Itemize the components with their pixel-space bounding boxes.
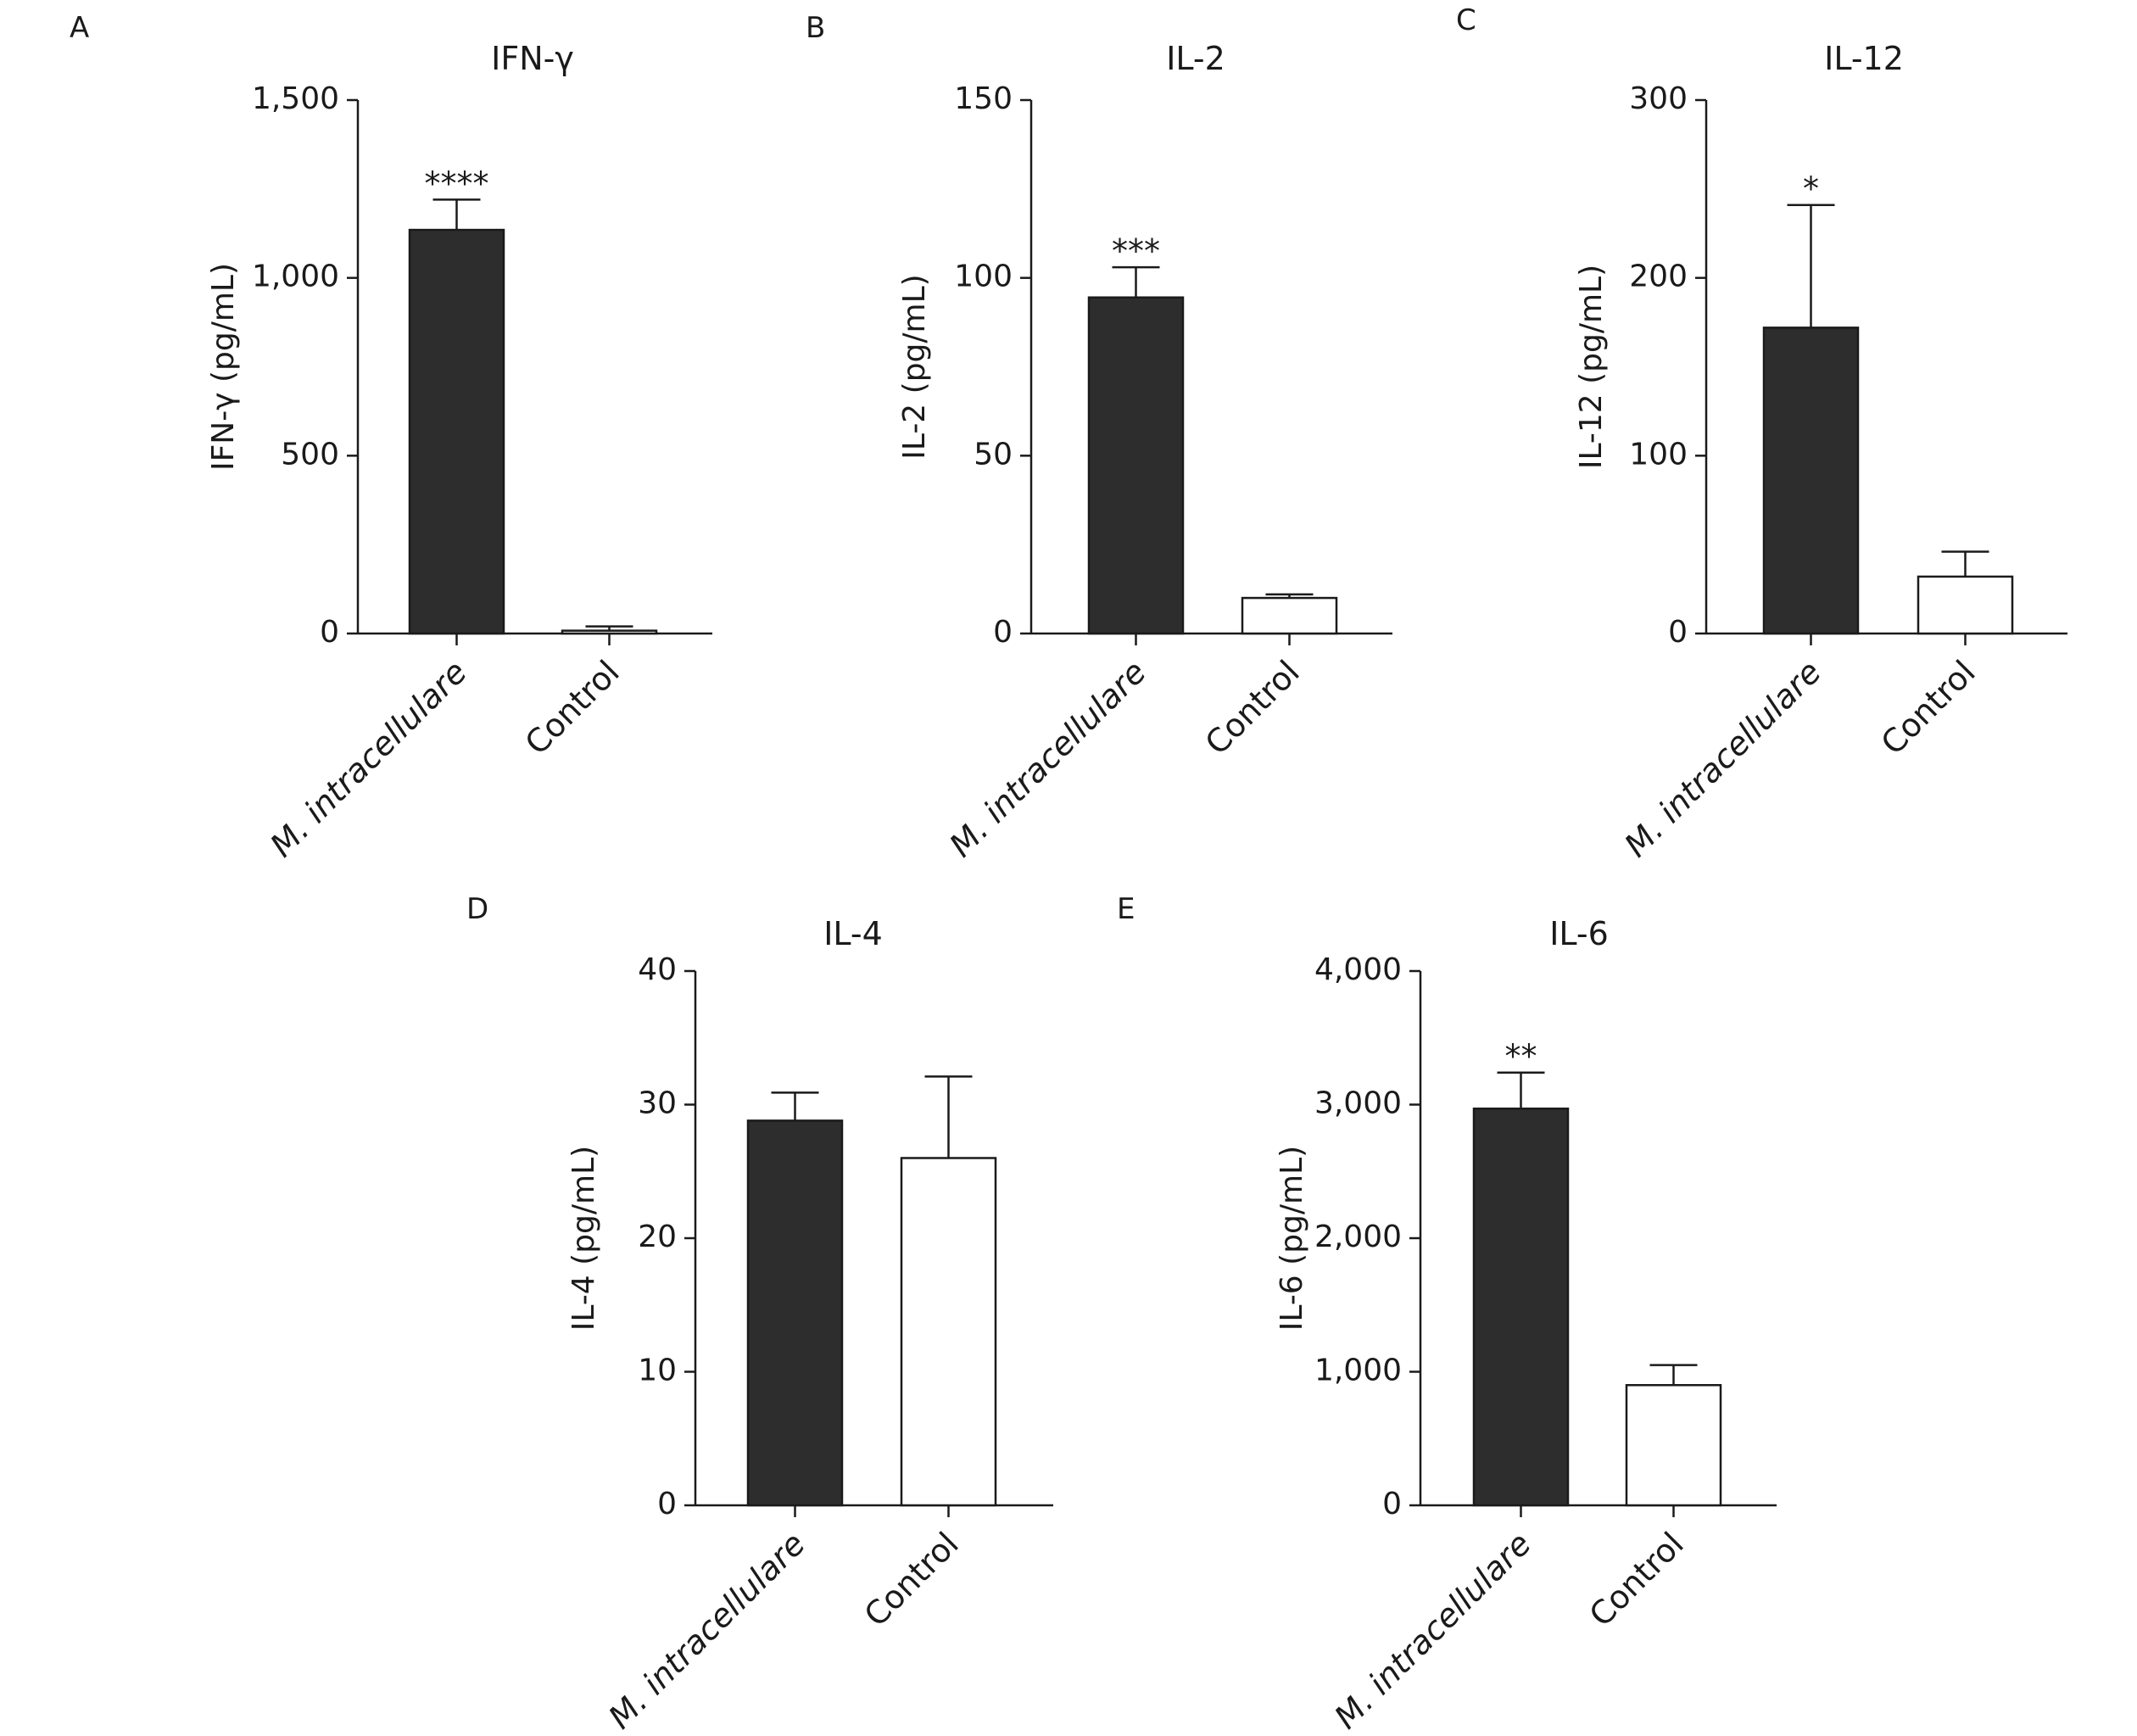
bar-m-intracellulare — [746, 1119, 844, 1507]
x-category-label: Control — [1874, 653, 1983, 762]
bar-control — [1625, 1384, 1722, 1507]
x-category-label: Control — [1198, 653, 1307, 762]
y-tick-label: 0 — [657, 1487, 677, 1521]
y-tick-label: 10 — [638, 1354, 677, 1388]
y-tick-label: 1,000 — [252, 260, 339, 294]
x-category-label: M. intracellulare — [1327, 1525, 1538, 1736]
panel-letter: D — [466, 892, 488, 926]
bar-control — [900, 1157, 997, 1507]
x-category-label: M. intracellulare — [601, 1525, 812, 1736]
chart-title: IL-4 — [823, 915, 883, 952]
chart-panel-a: A IFN-γ IFN-γ (pg/mL) 0 500 1,000 1,500 **** M. … — [70, 11, 712, 864]
bar-m-intracellulare — [1762, 327, 1860, 635]
x-category-label: M. intracellulare — [1617, 653, 1828, 864]
y-tick-label: 2,000 — [1314, 1220, 1402, 1254]
chart-title: IL-6 — [1549, 915, 1609, 952]
panel-letter: E — [1117, 892, 1135, 926]
y-tick-label: 40 — [638, 952, 677, 987]
y-tick-label: 0 — [320, 615, 339, 650]
y-tick-label: 50 — [974, 437, 1013, 472]
y-tick-label: 20 — [638, 1220, 677, 1254]
bar-control — [561, 629, 658, 635]
y-tick-label: 500 — [281, 437, 339, 472]
x-category-label: M. intracellulare — [942, 653, 1153, 864]
y-tick-label: 0 — [993, 615, 1013, 650]
x-category-label: Control — [518, 653, 627, 762]
significance-mark: ** — [1505, 1038, 1537, 1075]
y-tick-label: 4,000 — [1314, 952, 1402, 987]
panel-letter: B — [806, 11, 825, 45]
bar-m-intracellulare — [408, 228, 505, 635]
chart-panel-c: C IL-12 IL-12 (pg/mL) 0 100 200 300 * M. intrace… — [1456, 3, 2067, 864]
y-axis-label: IL-6 (pg/mL) — [1275, 1146, 1309, 1331]
y-tick-label: 0 — [1382, 1487, 1402, 1521]
y-tick-label: 200 — [1629, 260, 1688, 294]
chart-panel-e: E IL-6 IL-6 (pg/mL) 0 1,000 2,000 3,000 4,000 **… — [1117, 892, 1777, 1736]
y-tick-label: 0 — [1668, 615, 1688, 650]
bar-control — [1241, 596, 1338, 635]
y-tick-label: 3,000 — [1314, 1086, 1402, 1121]
y-tick-label: 1,500 — [252, 81, 339, 116]
y-axis-label: IL-12 (pg/mL) — [1574, 265, 1609, 469]
significance-mark: * — [1803, 170, 1819, 208]
y-tick-label: 150 — [954, 81, 1013, 116]
y-tick-label: 300 — [1629, 81, 1688, 116]
y-axis-label: IL-4 (pg/mL) — [566, 1146, 601, 1331]
y-tick-label: 30 — [638, 1086, 677, 1121]
x-category-label: Control — [857, 1525, 966, 1633]
chart-panel-b: B IL-2 IL-2 (pg/mL) 0 50 100 150 *** M. intracel… — [806, 11, 1392, 864]
y-tick-label: 100 — [954, 260, 1013, 294]
x-category-label: Control — [1582, 1525, 1691, 1633]
chart-title: IFN-γ — [491, 40, 574, 77]
y-axis-label: IL-2 (pg/mL) — [897, 274, 932, 459]
chart-title: IL-2 — [1166, 40, 1225, 77]
bar-m-intracellulare — [1087, 296, 1185, 635]
x-category-label: M. intracellulare — [263, 653, 474, 864]
significance-mark: **** — [425, 165, 489, 202]
chart-panel-d: D IL-4 IL-4 (pg/mL) 0 10 20 30 40 M. intracellul… — [466, 892, 1053, 1736]
y-axis-label: IFN-γ (pg/mL) — [206, 263, 241, 471]
panel-letter: C — [1456, 3, 1476, 37]
bar-m-intracellulare — [1472, 1107, 1570, 1507]
y-tick-label: 100 — [1629, 437, 1688, 472]
y-tick-label: 1,000 — [1314, 1354, 1402, 1388]
chart-title: IL-12 — [1824, 40, 1904, 77]
bar-control — [1917, 575, 2014, 635]
panel-letter: A — [70, 11, 89, 45]
significance-mark: *** — [1112, 232, 1160, 270]
